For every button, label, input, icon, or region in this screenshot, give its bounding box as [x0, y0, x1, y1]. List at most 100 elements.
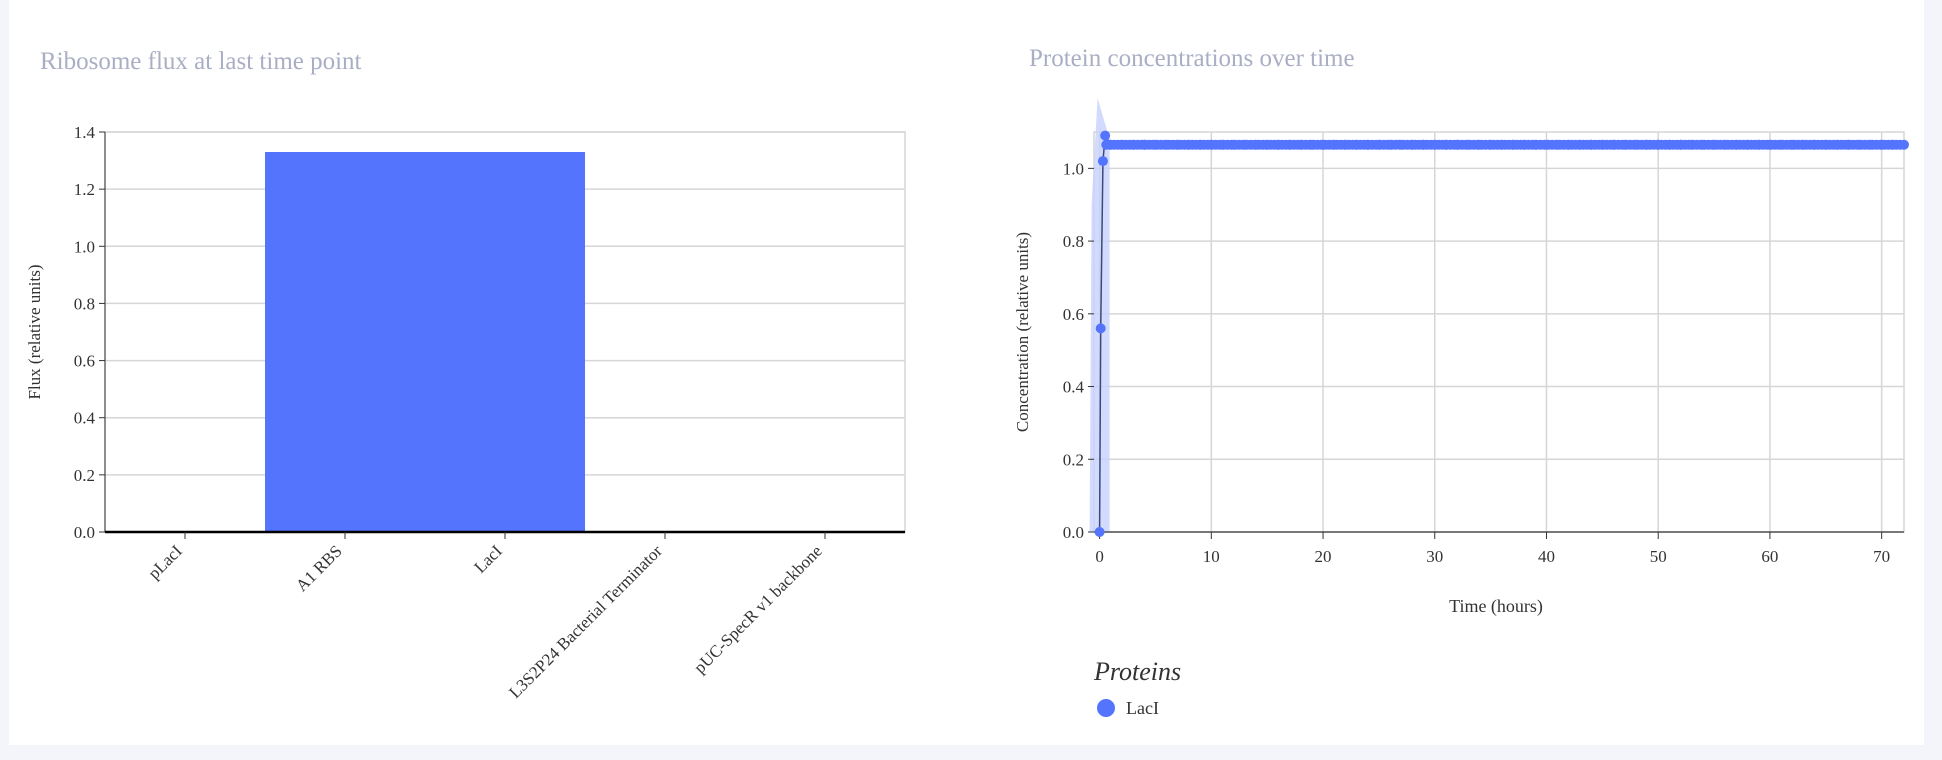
laci-data-point[interactable] — [1798, 139, 1809, 150]
laci-data-point[interactable] — [1530, 139, 1541, 150]
laci-data-point[interactable] — [1094, 527, 1105, 537]
laci-data-point[interactable] — [1619, 139, 1630, 150]
laci-data-point[interactable] — [1764, 139, 1775, 150]
laci-data-point[interactable] — [1496, 139, 1507, 150]
laci-data-point[interactable] — [1262, 139, 1273, 150]
laci-data-point[interactable] — [1709, 139, 1720, 150]
flux-y-tick-label: 0.0 — [74, 523, 95, 542]
flux-bar[interactable] — [425, 152, 585, 532]
laci-data-point[interactable] — [1586, 139, 1597, 150]
protein-y-tick-label: 0.6 — [1063, 305, 1084, 324]
laci-data-point[interactable] — [1407, 139, 1418, 150]
protein-y-tick-label: 0.4 — [1063, 378, 1085, 397]
protein-x-ticks: 0 10 20 30 40 50 60 70 — [1095, 532, 1890, 566]
laci-data-point[interactable] — [1787, 139, 1798, 150]
laci-data-point[interactable] — [1206, 139, 1217, 150]
protein-x-tick-label: 70 — [1873, 547, 1890, 566]
laci-data-point[interactable] — [1552, 139, 1563, 150]
laci-data-point[interactable] — [1172, 139, 1183, 150]
laci-data-point[interactable] — [1095, 323, 1106, 334]
laci-data-point[interactable] — [1452, 139, 1463, 150]
laci-data-point[interactable] — [1664, 139, 1675, 150]
protein-y-ticks: 0.0 0.2 0.4 0.6 0.8 1.0 — [1063, 159, 1094, 542]
laci-data-point[interactable] — [1809, 139, 1820, 150]
laci-data-point[interactable] — [1630, 139, 1641, 150]
laci-data-point[interactable] — [1217, 139, 1228, 150]
laci-data-point[interactable] — [1597, 139, 1608, 150]
laci-data-point[interactable] — [1854, 139, 1865, 150]
laci-data-point[interactable] — [1653, 139, 1664, 150]
laci-data-point[interactable] — [1150, 139, 1161, 150]
protein-y-tick-label: 0.8 — [1063, 232, 1084, 251]
laci-data-point[interactable] — [1831, 139, 1842, 150]
laci-data-point[interactable] — [1418, 139, 1429, 150]
laci-data-point[interactable] — [1731, 139, 1742, 150]
laci-data-point[interactable] — [1440, 139, 1451, 150]
protein-x-axis-label: Time (hours) — [1449, 596, 1543, 617]
laci-data-point[interactable] — [1362, 139, 1373, 150]
laci-data-point[interactable] — [1899, 139, 1909, 150]
laci-data-point[interactable] — [1139, 139, 1150, 150]
laci-data-point[interactable] — [1284, 139, 1295, 150]
protein-x-tick-label: 10 — [1203, 547, 1220, 566]
flux-y-axis-label: Flux (relative units) — [25, 264, 44, 399]
laci-data-point[interactable] — [1753, 139, 1764, 150]
laci-data-point[interactable] — [1251, 139, 1261, 150]
laci-data-point[interactable] — [1373, 139, 1384, 150]
laci-data-point[interactable] — [1776, 139, 1787, 150]
laci-data-point[interactable] — [1575, 139, 1585, 150]
laci-data-point[interactable] — [1485, 139, 1496, 150]
legend-item-laci[interactable]: LacI — [1097, 698, 1159, 718]
laci-data-point[interactable] — [1385, 139, 1396, 150]
laci-data-point[interactable] — [1396, 139, 1407, 150]
laci-data-point[interactable] — [1675, 139, 1686, 150]
laci-data-point[interactable] — [1697, 139, 1708, 150]
laci-data-point[interactable] — [1295, 139, 1306, 150]
laci-data-point[interactable] — [1474, 139, 1485, 150]
protein-grid — [1093, 131, 1905, 533]
laci-data-point[interactable] — [1128, 139, 1139, 150]
laci-data-point[interactable] — [1183, 139, 1194, 150]
laci-data-point[interactable] — [1318, 139, 1329, 150]
protein-y-tick-label: 0.2 — [1063, 450, 1084, 469]
laci-data-point[interactable] — [1642, 139, 1653, 150]
laci-data-point[interactable] — [1306, 139, 1317, 150]
laci-data-point[interactable] — [1195, 139, 1206, 150]
laci-data-point[interactable] — [1463, 139, 1474, 150]
laci-data-point[interactable] — [1876, 139, 1887, 150]
laci-data-point[interactable] — [1429, 139, 1440, 150]
laci-data-point[interactable] — [1100, 130, 1111, 141]
protein-x-tick-label: 60 — [1761, 547, 1778, 566]
flux-y-tick-label: 0.2 — [74, 466, 95, 485]
laci-data-point[interactable] — [1686, 139, 1697, 150]
laci-data-point[interactable] — [1329, 139, 1340, 150]
protein-x-tick-label: 0 — [1095, 547, 1104, 566]
protein-x-tick-label: 50 — [1650, 547, 1667, 566]
laci-data-point[interactable] — [1519, 139, 1530, 150]
laci-data-point[interactable] — [1541, 139, 1552, 150]
laci-data-point[interactable] — [1865, 139, 1876, 150]
laci-series-line — [1098, 133, 1904, 533]
laci-data-point[interactable] — [1608, 139, 1619, 150]
laci-data-point[interactable] — [1105, 139, 1116, 150]
laci-data-point[interactable] — [1351, 139, 1362, 150]
laci-data-point[interactable] — [1340, 139, 1351, 150]
protein-x-tick-label: 20 — [1315, 547, 1332, 566]
laci-data-point[interactable] — [1507, 139, 1518, 150]
flux-y-tick-label: 1.2 — [74, 180, 95, 199]
laci-data-point[interactable] — [1239, 139, 1250, 150]
laci-data-point[interactable] — [1742, 139, 1753, 150]
laci-data-point[interactable] — [1228, 139, 1239, 150]
laci-data-point[interactable] — [1097, 156, 1108, 167]
flux-bars — [265, 152, 585, 532]
flux-y-tick-label: 0.6 — [74, 352, 95, 371]
laci-data-point[interactable] — [1161, 139, 1172, 150]
laci-data-point[interactable] — [1116, 139, 1127, 150]
laci-data-point[interactable] — [1720, 139, 1731, 150]
laci-data-point[interactable] — [1820, 139, 1831, 150]
laci-data-point[interactable] — [1887, 139, 1898, 150]
laci-data-point[interactable] — [1563, 139, 1574, 150]
laci-data-point[interactable] — [1273, 139, 1284, 150]
laci-data-point[interactable] — [1843, 139, 1854, 150]
flux-bar[interactable] — [265, 152, 425, 532]
